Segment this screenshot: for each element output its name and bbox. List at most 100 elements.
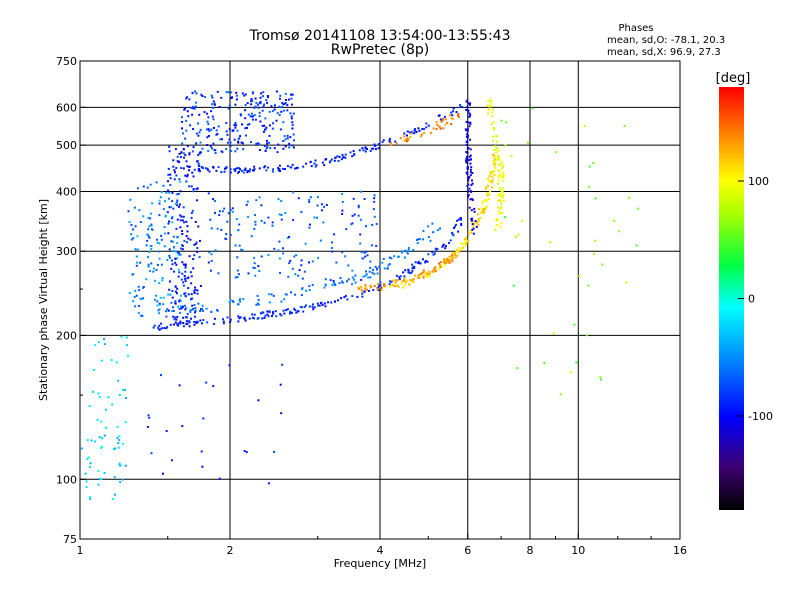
data-point	[497, 182, 500, 185]
data-point	[162, 208, 165, 211]
data-point	[225, 167, 228, 170]
data-point	[500, 190, 503, 193]
data-point	[199, 310, 202, 312]
data-point	[360, 286, 363, 289]
data-point	[282, 252, 285, 255]
data-point	[178, 178, 181, 181]
data-point	[397, 285, 400, 288]
data-point	[369, 276, 372, 279]
data-point	[492, 153, 495, 156]
data-point	[431, 270, 434, 273]
data-point	[439, 127, 442, 130]
data-point	[493, 148, 496, 151]
data-point	[174, 257, 177, 260]
data-point	[103, 343, 106, 346]
data-point	[419, 272, 422, 275]
data-point	[300, 259, 303, 262]
data-point	[192, 188, 195, 190]
data-point	[187, 237, 190, 240]
data-point	[467, 232, 470, 235]
data-point	[178, 252, 180, 255]
data-point	[374, 265, 377, 268]
data-point	[369, 284, 372, 287]
data-point	[174, 261, 177, 264]
data-point	[132, 273, 135, 276]
data-point	[426, 273, 429, 276]
data-point	[478, 208, 481, 211]
data-point	[308, 288, 311, 291]
data-point	[493, 163, 496, 166]
data-point	[178, 300, 181, 303]
data-point	[272, 312, 275, 315]
data-point	[253, 228, 256, 230]
data-point	[219, 138, 222, 141]
data-point	[460, 242, 463, 245]
data-point	[497, 175, 500, 178]
data-point	[183, 292, 186, 295]
data-point	[234, 168, 237, 171]
data-point	[161, 277, 164, 280]
data-point	[359, 242, 362, 245]
data-point	[390, 280, 393, 283]
data-point	[465, 161, 468, 164]
data-point	[575, 361, 578, 364]
data-point	[336, 155, 339, 158]
data-point	[373, 143, 376, 146]
data-point	[229, 209, 232, 212]
data-point	[283, 103, 286, 105]
data-point	[163, 327, 166, 329]
data-point	[179, 322, 182, 325]
data-point	[262, 130, 265, 133]
data-point	[295, 254, 298, 257]
data-point	[125, 397, 128, 399]
data-point	[171, 296, 174, 299]
data-point	[455, 223, 457, 226]
data-point	[193, 315, 196, 318]
data-point	[284, 168, 286, 170]
data-point	[197, 122, 200, 125]
data-point	[97, 469, 100, 472]
data-point	[230, 144, 233, 147]
data-point	[414, 128, 416, 131]
data-point	[316, 196, 319, 199]
data-point	[424, 274, 427, 276]
data-point	[469, 121, 472, 124]
data-point	[167, 309, 170, 312]
data-point	[386, 267, 389, 270]
data-point	[153, 267, 155, 270]
data-point	[331, 250, 334, 253]
data-point	[168, 288, 171, 291]
data-point	[284, 212, 287, 214]
data-point	[479, 216, 482, 219]
data-point	[490, 105, 493, 108]
data-point	[199, 285, 202, 287]
colorbar-tick-label: -100	[748, 410, 773, 423]
data-point	[245, 451, 248, 454]
data-point	[193, 292, 196, 294]
data-point	[435, 128, 438, 130]
data-point	[278, 113, 281, 116]
data-point	[137, 312, 140, 315]
data-point	[167, 173, 170, 176]
data-point	[321, 161, 324, 164]
data-point	[283, 312, 286, 315]
data-point	[166, 259, 169, 262]
data-point	[196, 321, 199, 324]
data-point	[341, 193, 344, 196]
phase-stats-o: mean, sd,O: -78.1, 20.3	[607, 35, 725, 46]
data-point	[333, 159, 336, 162]
data-point	[319, 302, 322, 304]
data-point	[235, 218, 238, 221]
data-point	[274, 104, 276, 107]
data-point	[190, 275, 193, 278]
data-point	[137, 285, 140, 288]
data-point	[158, 199, 161, 202]
data-point	[133, 206, 136, 209]
data-point	[207, 116, 210, 119]
data-point	[271, 315, 273, 317]
data-point	[491, 186, 494, 189]
data-point	[202, 417, 205, 420]
data-point	[495, 218, 498, 221]
